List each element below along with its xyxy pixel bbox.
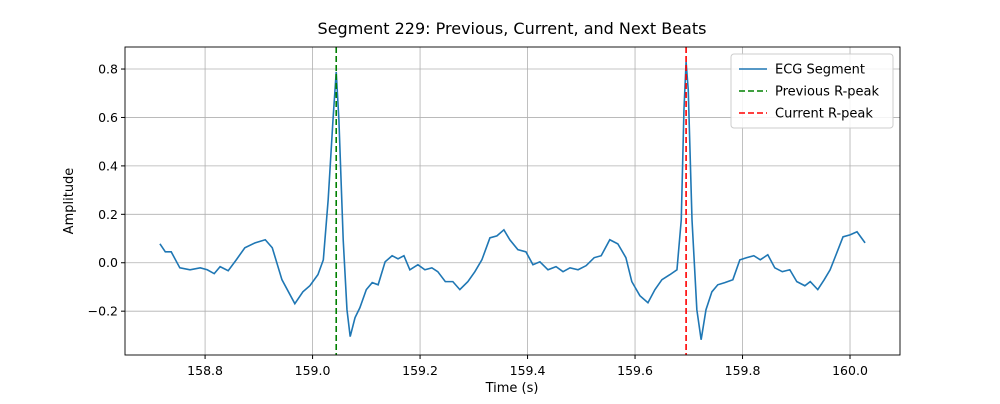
plot-frame bbox=[124, 46, 901, 356]
ecg-line bbox=[159, 61, 866, 340]
y-tick-label: 0.4 bbox=[98, 158, 118, 173]
x-tick-label: 159.2 bbox=[402, 363, 438, 378]
x-tick-label: 159.8 bbox=[725, 363, 761, 378]
legend-label: Previous R-peak bbox=[775, 85, 879, 100]
x-axis-label: Time (s) bbox=[485, 381, 539, 396]
y-axis-label: Amplitude bbox=[62, 168, 77, 235]
x-tick-label: 159.6 bbox=[617, 363, 653, 378]
legend-label: ECG Segment bbox=[775, 63, 865, 78]
x-tick-label: 159.0 bbox=[295, 363, 331, 378]
y-tick-label: 0.2 bbox=[98, 207, 118, 222]
legend-label: Current R-peak bbox=[775, 107, 873, 122]
y-tick-label: 0.0 bbox=[98, 255, 118, 270]
y-tick-label: 0.6 bbox=[98, 110, 118, 125]
x-tick-label: 159.4 bbox=[510, 363, 546, 378]
y-tick-label: 0.8 bbox=[98, 62, 118, 77]
x-tick-label: 158.8 bbox=[187, 363, 223, 378]
x-tick-label: 160.0 bbox=[832, 363, 868, 378]
y-tick-label: −0.2 bbox=[88, 304, 118, 319]
chart-title: Segment 229: Previous, Current, and Next… bbox=[318, 19, 707, 38]
legend-box bbox=[730, 53, 894, 129]
legend: ECG Segment Previous R-peak Current R-peak bbox=[730, 53, 894, 129]
